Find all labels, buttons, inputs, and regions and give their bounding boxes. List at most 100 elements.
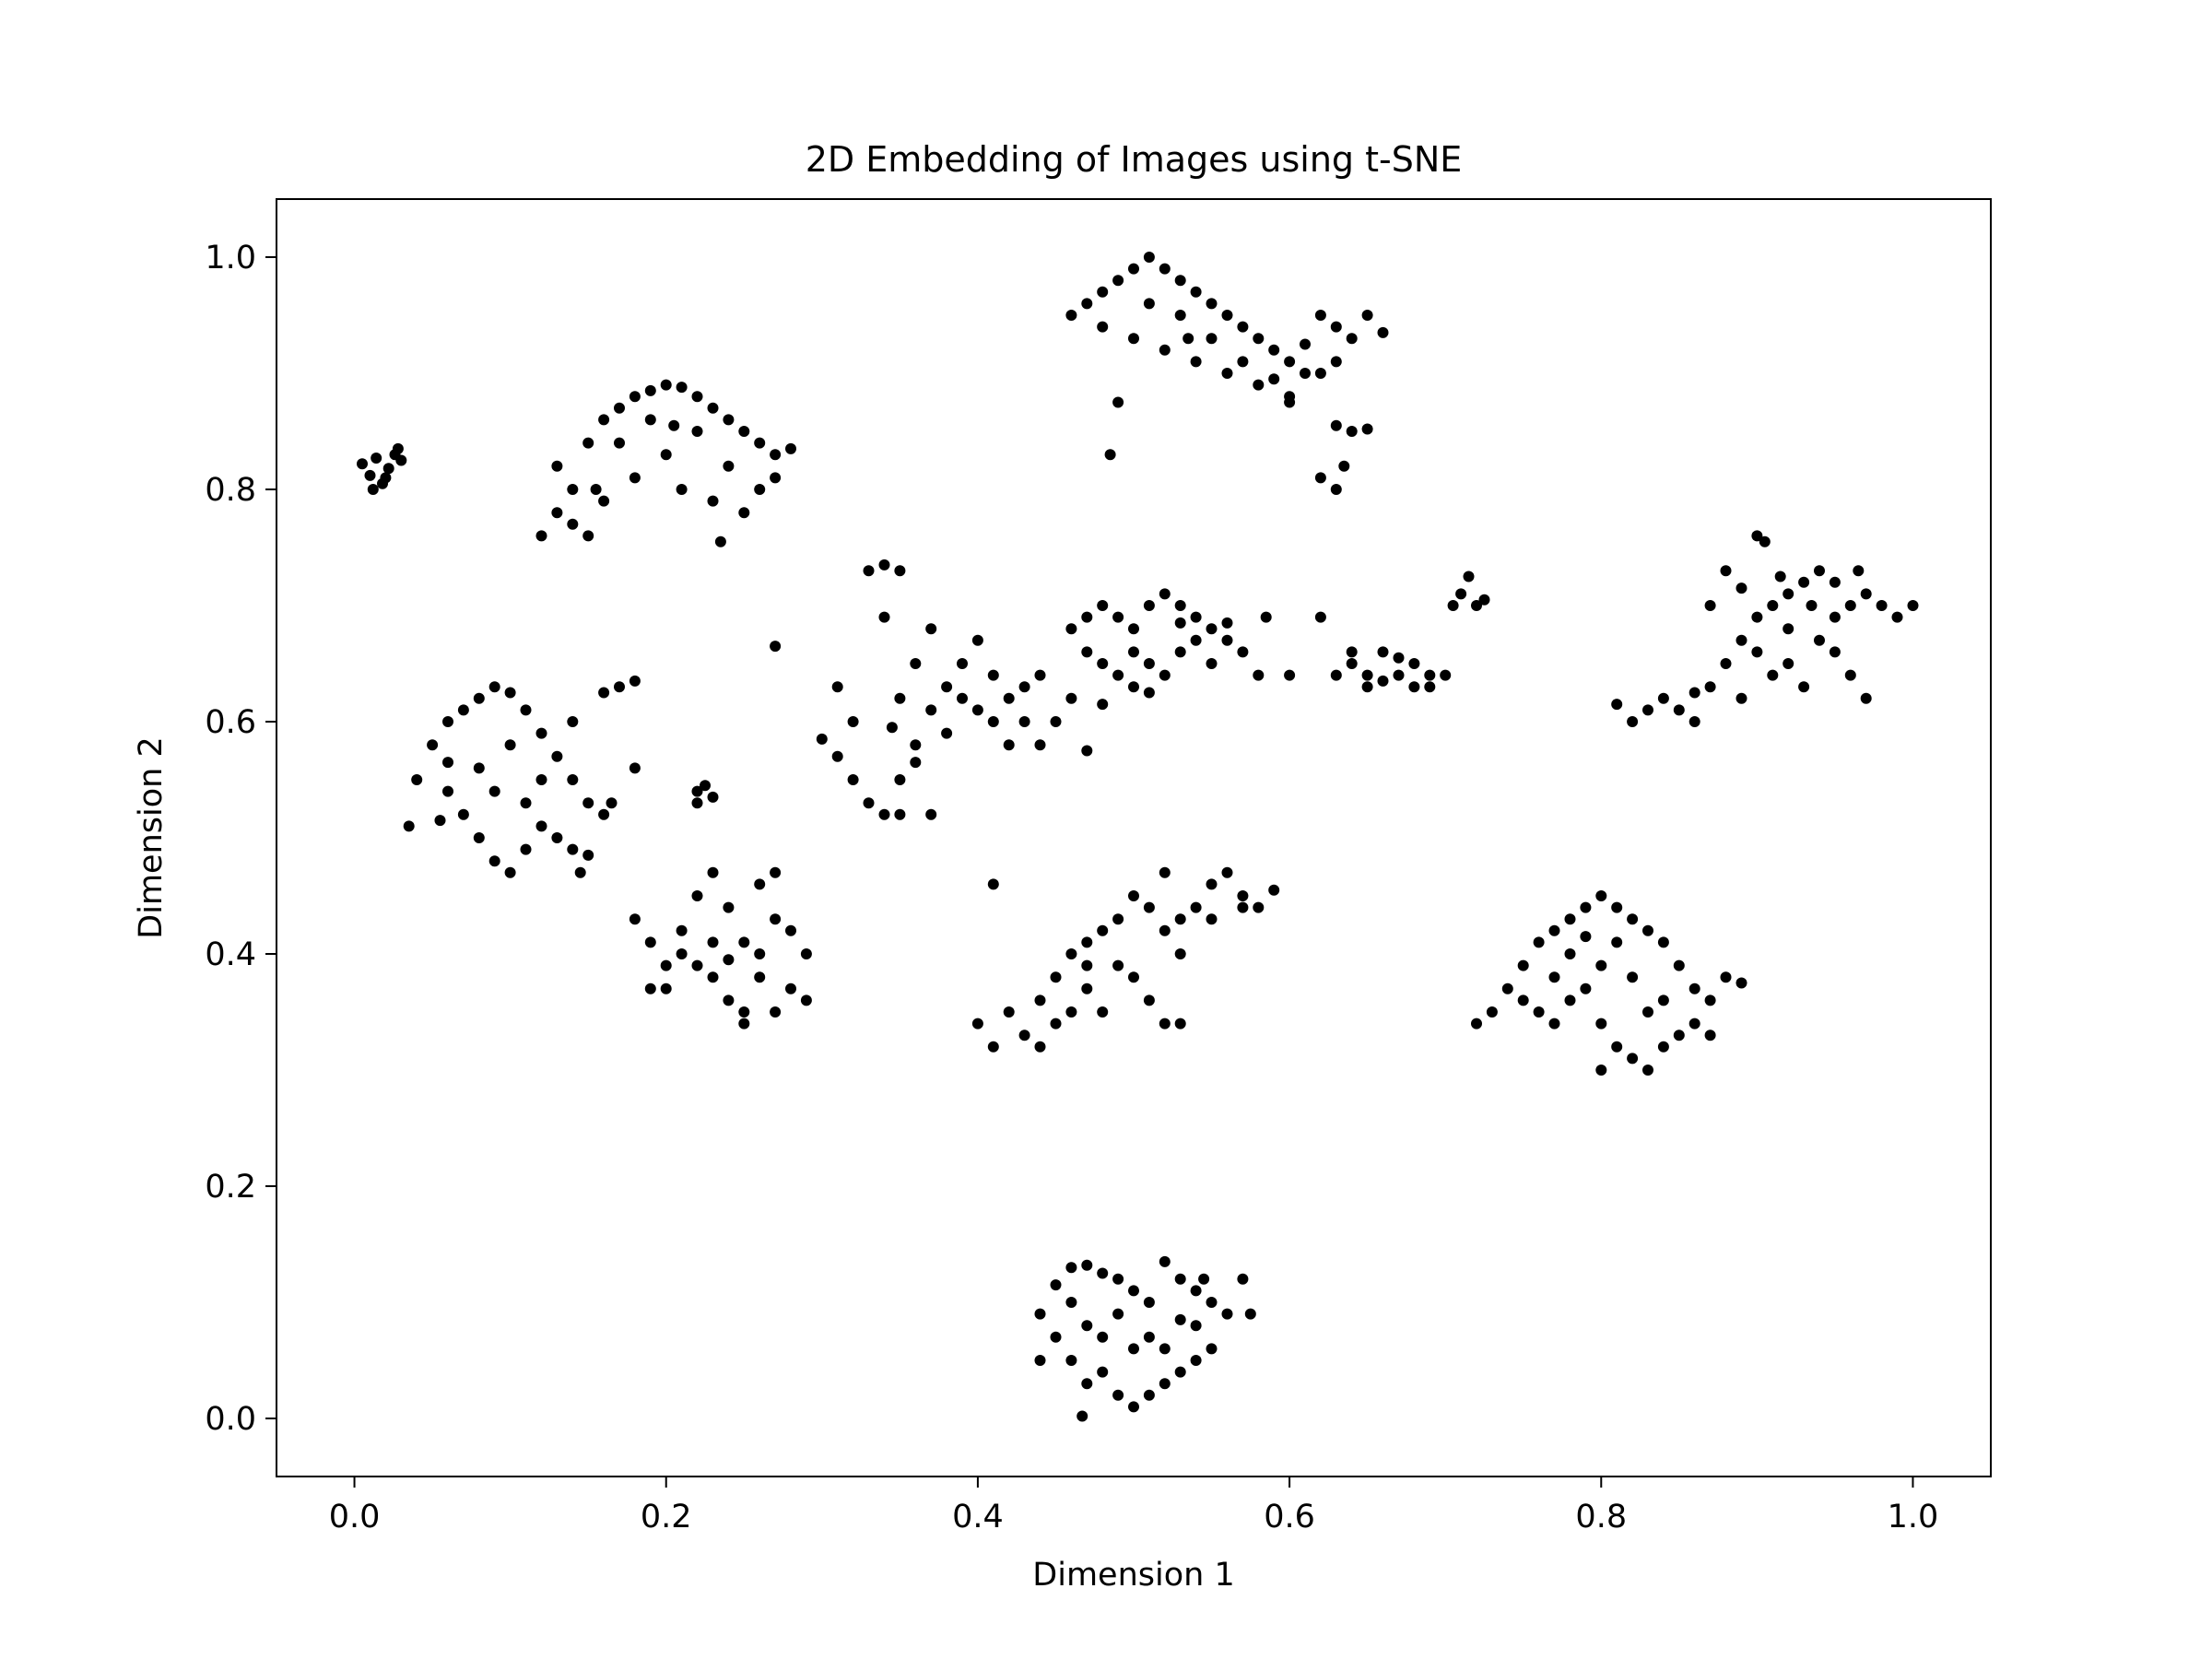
scatter-point-0-167 [1143,901,1155,913]
scatter-point-0-207 [1081,1378,1093,1390]
scatter-point-0-303 [1314,611,1326,623]
scatter-point-0-400 [1704,1030,1716,1041]
scatter-point-0-4 [382,463,394,475]
scatter-point-0-224 [1190,1320,1202,1332]
scatter-point-0-190 [1081,959,1093,971]
scatter-point-0-12 [567,484,579,495]
scatter-point-0-102 [707,971,719,983]
x-tick-label-3: 0.6 [1264,1499,1315,1535]
scatter-point-0-56 [567,774,579,785]
scatter-point-0-268 [1361,423,1373,435]
scatter-point-0-71 [535,774,547,785]
scatter-point-0-247 [1346,333,1358,345]
scatter-point-0-396 [1564,948,1576,959]
scatter-point-0-211 [1143,1389,1155,1401]
scatter-point-0-265 [1104,449,1116,461]
y-tick-label-1: 0.2 [205,1169,256,1206]
scatter-point-0-178 [1159,1018,1171,1030]
scatter-point-0-11 [551,507,563,519]
scatter-point-0-282 [1174,600,1186,611]
scatter-point-0-172 [1221,866,1233,878]
scatter-point-0-360 [1735,692,1747,704]
scatter-point-0-336 [1814,565,1825,577]
scatter-point-0-165 [1112,913,1124,925]
scatter-point-0-251 [1159,344,1171,356]
scatter-point-0-254 [1253,379,1265,391]
scatter-point-0-287 [1081,646,1093,658]
scatter-point-0-35 [676,484,688,495]
scatter-point-0-343 [1704,600,1716,611]
scatter-point-0-77 [567,716,579,727]
scatter-point-0-228 [1244,1308,1256,1320]
scatter-point-0-229 [1065,310,1077,321]
scatter-point-0-33 [614,437,625,449]
scatter-point-0-41 [770,472,782,484]
scatter-point-0-272 [1143,298,1155,310]
scatter-point-0-213 [1174,1366,1186,1378]
scatter-point-0-161 [1050,971,1062,983]
scatter-point-0-23 [738,426,750,437]
scatter-point-0-174 [1253,901,1265,913]
scatter-point-0-385 [1580,982,1592,994]
scatter-point-0-57 [582,797,594,809]
scatter-point-0-374 [1642,924,1653,936]
scatter-point-0-237 [1190,286,1202,298]
scatter-point-0-86 [691,785,703,797]
scatter-point-0-6 [395,454,407,466]
scatter-point-0-170 [1190,901,1202,913]
scatter-point-0-266 [1330,419,1342,431]
scatter-point-0-118 [863,797,875,809]
scatter-point-0-14 [598,414,610,426]
scatter-point-0-269 [1314,472,1326,484]
scatter-point-0-371 [1595,890,1607,901]
scatter-point-0-264 [1112,396,1124,408]
scatter-point-0-383 [1548,1018,1560,1030]
scatter-point-0-231 [1097,286,1109,298]
y-tick-label-3: 0.6 [205,704,256,741]
scatter-point-0-365 [1501,982,1513,994]
scatter-point-0-96 [770,1006,782,1018]
scatter-point-0-136 [863,565,875,577]
scatter-point-0-149 [925,808,937,820]
scatter-point-0-131 [1065,692,1077,704]
scatter-point-0-314 [1393,652,1405,664]
scatter-point-0-394 [1627,971,1639,983]
scatter-point-0-361 [1774,571,1786,582]
scatter-point-0-217 [1112,1308,1124,1320]
scatter-point-0-159 [1018,1030,1030,1041]
scatter-point-0-388 [1627,1053,1639,1065]
scatter-point-0-311 [1440,669,1452,681]
scatter-point-0-285 [1221,634,1233,646]
scatter-point-0-379 [1720,971,1732,983]
scatter-point-0-98 [800,948,812,959]
scatter-point-0-395 [1657,994,1669,1006]
scatter-point-0-372 [1611,901,1623,913]
scatter-point-0-185 [1159,866,1171,878]
scatter-point-0-145 [957,692,968,704]
scatter-point-0-391 [1673,1030,1685,1041]
scatter-point-0-284 [1206,623,1218,635]
scatter-point-0-107 [676,948,688,959]
scatter-point-0-366 [1517,959,1529,971]
scatter-point-0-154 [886,722,898,734]
scatter-point-0-339 [1860,588,1872,600]
scatter-point-0-31 [723,460,735,472]
scatter-point-0-84 [700,780,711,792]
scatter-point-0-9 [392,442,404,454]
scatter-point-0-186 [1174,948,1186,959]
scatter-point-0-128 [1018,716,1030,727]
scatter-point-0-67 [567,843,579,855]
scatter-point-0-206 [1065,1355,1077,1366]
scatter-point-0-29 [660,449,672,461]
scatter-point-0-169 [1174,913,1186,925]
scatter-point-0-115 [816,733,828,745]
scatter-point-0-91 [691,890,703,901]
scatter-point-0-244 [1300,368,1311,379]
scatter-point-0-16 [629,391,641,403]
scatter-point-0-376 [1673,959,1685,971]
scatter-point-0-291 [1143,658,1155,669]
scatter-point-0-101 [723,994,735,1006]
scatter-point-0-342 [1907,600,1919,611]
scatter-point-0-225 [1077,1410,1088,1422]
